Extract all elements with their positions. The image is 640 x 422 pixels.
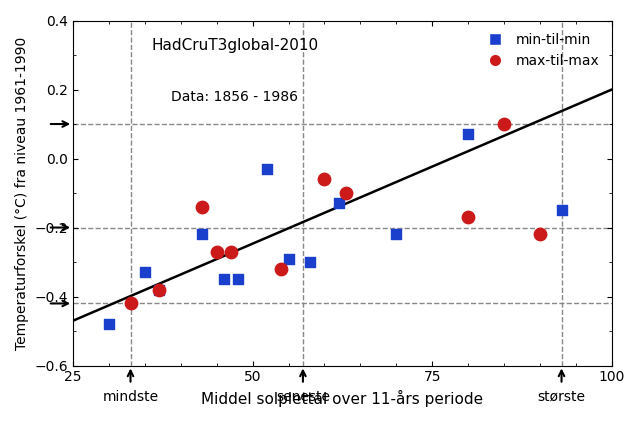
- Text: seneste: seneste: [276, 390, 330, 404]
- Text: mindste: mindste: [102, 390, 159, 404]
- max-til-max: [319, 176, 330, 183]
- min-til-min: [305, 259, 316, 265]
- X-axis label: Middel solplettal over 11-års periode: Middel solplettal over 11-års periode: [202, 390, 483, 407]
- min-til-min: [556, 207, 566, 214]
- min-til-min: [333, 200, 344, 207]
- max-til-max: [197, 203, 207, 210]
- min-til-min: [284, 255, 294, 262]
- min-til-min: [154, 286, 164, 293]
- max-til-max: [212, 248, 222, 255]
- max-til-max: [341, 189, 351, 196]
- max-til-max: [463, 214, 473, 221]
- max-til-max: [499, 121, 509, 127]
- min-til-min: [219, 276, 229, 283]
- min-til-min: [140, 269, 150, 276]
- Text: HadCruT3global-2010: HadCruT3global-2010: [151, 38, 318, 53]
- min-til-min: [104, 321, 114, 327]
- min-til-min: [197, 231, 207, 238]
- Text: største: største: [538, 390, 586, 404]
- min-til-min: [262, 165, 272, 172]
- min-til-min: [233, 276, 243, 283]
- max-til-max: [154, 286, 164, 293]
- Text: Data: 1856 - 1986: Data: 1856 - 1986: [171, 89, 298, 103]
- max-til-max: [535, 231, 545, 238]
- Y-axis label: Temperaturforskel (°C) fra niveau 1961-1990: Temperaturforskel (°C) fra niveau 1961-1…: [15, 36, 29, 350]
- min-til-min: [391, 231, 401, 238]
- min-til-min: [463, 131, 473, 138]
- max-til-max: [276, 265, 287, 272]
- max-til-max: [226, 248, 236, 255]
- Legend: min-til-min, max-til-max: min-til-min, max-til-max: [476, 27, 605, 73]
- max-til-max: [125, 300, 136, 307]
